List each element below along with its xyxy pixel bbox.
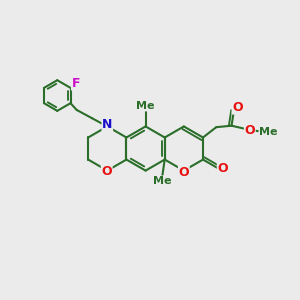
Text: O: O <box>178 166 189 178</box>
Text: Me: Me <box>153 176 172 186</box>
Text: Me: Me <box>259 127 278 136</box>
Text: O: O <box>218 162 228 175</box>
Text: O: O <box>101 165 112 178</box>
Text: F: F <box>72 77 80 90</box>
Text: O: O <box>232 101 243 114</box>
Text: O: O <box>244 124 255 137</box>
Text: N: N <box>102 118 112 131</box>
Text: Me: Me <box>136 101 155 111</box>
